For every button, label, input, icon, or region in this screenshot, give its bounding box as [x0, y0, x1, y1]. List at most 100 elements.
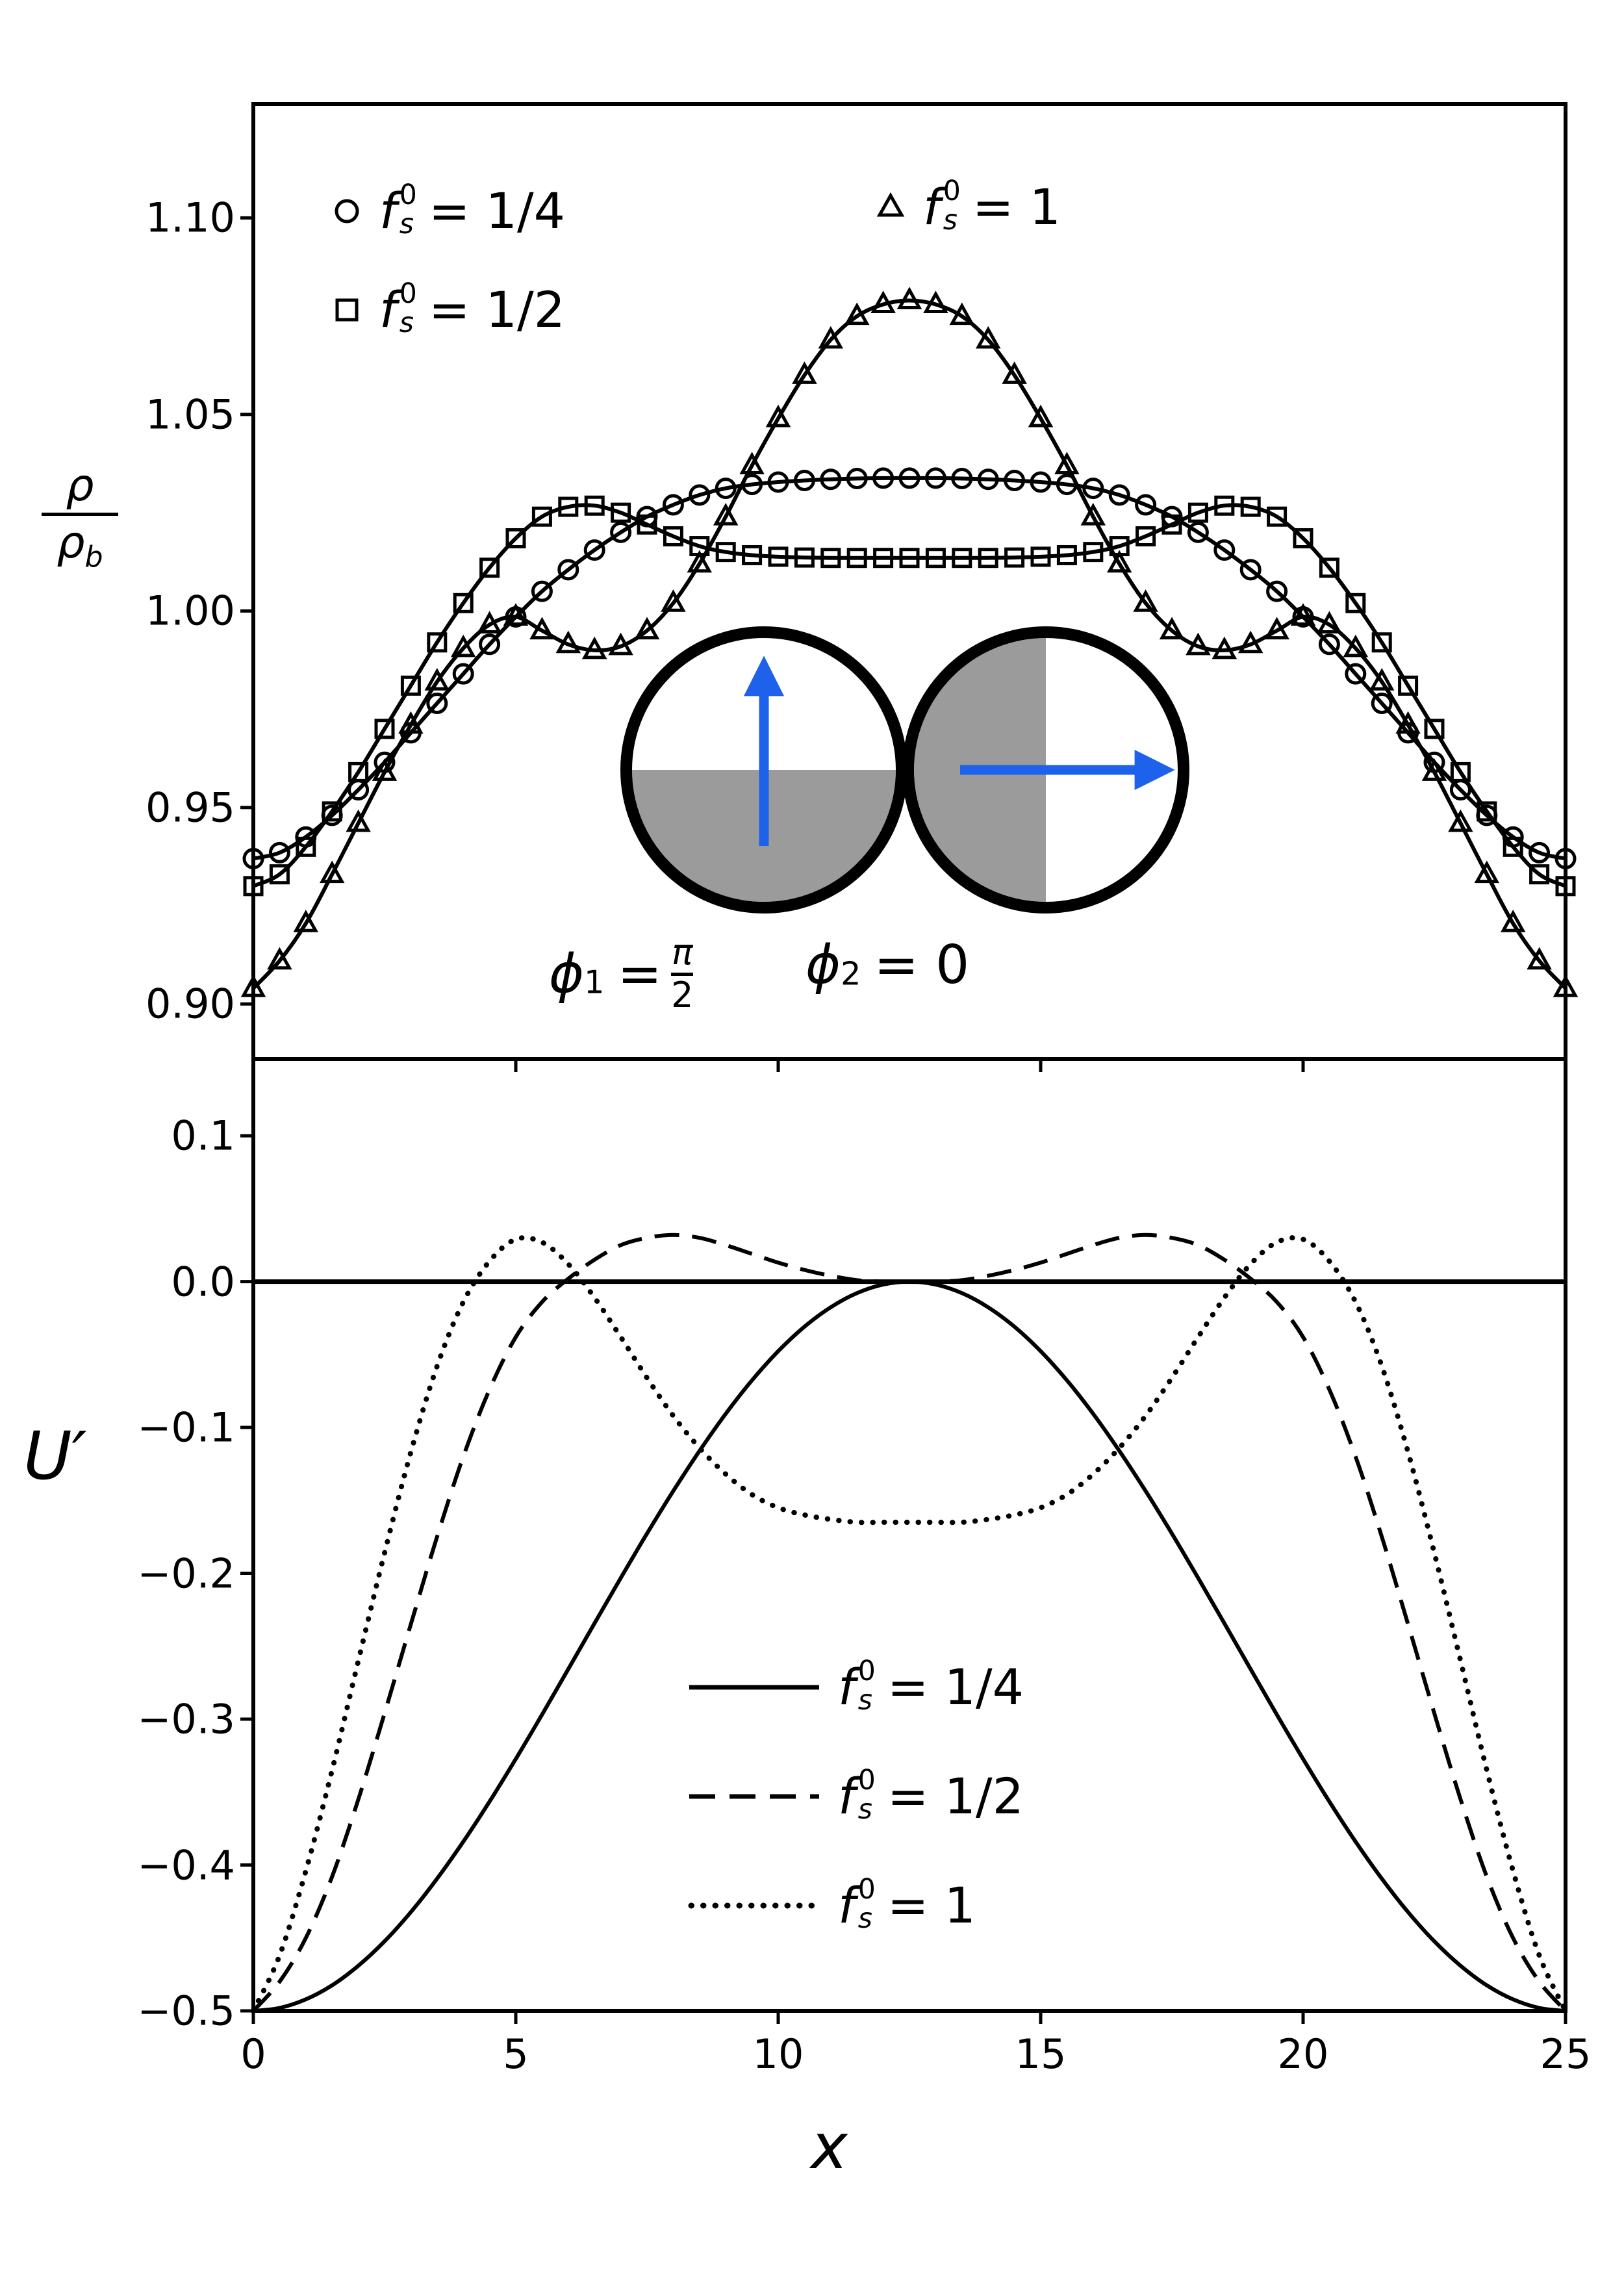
square-marker	[1214, 495, 1235, 516]
circle-marker	[583, 539, 605, 561]
square-marker	[1136, 526, 1156, 546]
circle-marker	[1239, 559, 1262, 581]
series-fs0-1-4	[253, 476, 1566, 861]
triangle-marker	[1237, 630, 1263, 654]
circle-marker	[1030, 471, 1052, 493]
triangle-marker	[293, 910, 319, 932]
square-marker	[925, 548, 946, 568]
circle-marker	[793, 470, 815, 492]
triangle-marker	[1290, 603, 1316, 626]
triangle-marker	[398, 711, 424, 734]
circle-marker	[1135, 494, 1157, 516]
circle-marker	[1371, 693, 1393, 715]
square-marker	[1161, 514, 1182, 535]
triangle-marker	[608, 632, 633, 656]
circle-marker	[820, 468, 842, 491]
square-marker	[400, 675, 421, 696]
square-marker	[1529, 864, 1550, 885]
triangle-marker	[529, 617, 555, 640]
triangle-marker	[1421, 758, 1447, 781]
square-marker	[1083, 542, 1104, 563]
square-marker	[505, 528, 526, 548]
triangle-marker	[503, 603, 529, 626]
square-marker	[558, 496, 579, 517]
circle-marker	[951, 468, 973, 490]
particle-outline	[902, 626, 1189, 913]
triangle-marker	[1159, 617, 1185, 640]
triangle-marker	[581, 636, 607, 659]
triangle-marker	[267, 947, 292, 970]
square-marker	[322, 801, 342, 822]
triangle-marker	[1080, 503, 1106, 526]
square-marker	[348, 761, 369, 782]
square-marker	[1371, 632, 1392, 653]
square-marker	[1267, 506, 1288, 527]
triangle-marker	[975, 326, 1001, 349]
square-marker	[742, 544, 763, 565]
triangle-marker	[1264, 617, 1289, 640]
square-marker	[453, 593, 474, 613]
square-marker	[1319, 557, 1339, 578]
triangle-marker	[1448, 809, 1473, 832]
circle-marker	[872, 467, 894, 489]
bottom-panel	[240, 1057, 1568, 2024]
triangle-marker	[1028, 404, 1054, 428]
janus-particles-inset	[620, 626, 1189, 913]
series-fs0-1-2	[252, 503, 1567, 888]
square-marker	[1240, 496, 1261, 517]
square-marker	[269, 864, 290, 885]
square-marker	[1345, 593, 1366, 613]
circle-marker	[662, 494, 684, 516]
circle-marker	[1345, 663, 1367, 685]
triangle-marker	[1133, 589, 1158, 612]
circle-marker	[557, 559, 579, 581]
circle-marker	[1213, 539, 1236, 561]
square-marker	[1030, 546, 1051, 567]
triangle-marker	[713, 503, 739, 526]
circle-marker	[1529, 841, 1551, 863]
triangle-marker	[1474, 860, 1500, 884]
square-marker	[611, 502, 631, 523]
triangle-marker	[477, 611, 502, 634]
circle-marker	[426, 693, 448, 715]
triangle-marker	[661, 589, 686, 612]
triangle-marker	[844, 302, 870, 326]
triangle-marker	[424, 668, 450, 691]
square-marker	[427, 632, 448, 653]
circle-marker	[898, 467, 920, 489]
triangle-marker	[1369, 668, 1395, 691]
square-marker	[899, 548, 920, 568]
triangle-marker	[949, 302, 975, 326]
triangle-marker	[792, 361, 817, 384]
triangle-marker	[765, 404, 791, 428]
square-marker	[479, 557, 500, 578]
square-marker	[820, 548, 841, 568]
triangle-marker	[319, 860, 345, 884]
square-marker	[296, 836, 316, 857]
square-marker	[1398, 675, 1419, 696]
circle-marker	[767, 471, 789, 493]
square-marker	[374, 719, 395, 739]
square-marker	[715, 542, 736, 563]
circle-marker	[689, 484, 711, 506]
circle-marker	[1318, 633, 1340, 656]
circle-marker	[1266, 580, 1288, 602]
circle-marker	[479, 633, 501, 656]
square-marker	[1503, 836, 1523, 857]
triangle-marker	[450, 634, 476, 658]
triangle-marker	[1002, 361, 1027, 384]
square-marker	[978, 548, 998, 568]
triangle-marker	[1106, 550, 1132, 573]
triangle-marker	[634, 617, 660, 640]
triangle-marker	[687, 550, 713, 573]
circle-marker	[715, 478, 737, 500]
circle-marker	[610, 521, 632, 543]
square-marker	[794, 547, 815, 568]
triangle-marker	[1212, 636, 1237, 659]
square-marker	[952, 548, 972, 568]
bottom-frame	[251, 1057, 1567, 2013]
triangle-marker	[739, 452, 765, 475]
triangle-marker	[1395, 711, 1421, 734]
square-marker	[873, 548, 894, 568]
